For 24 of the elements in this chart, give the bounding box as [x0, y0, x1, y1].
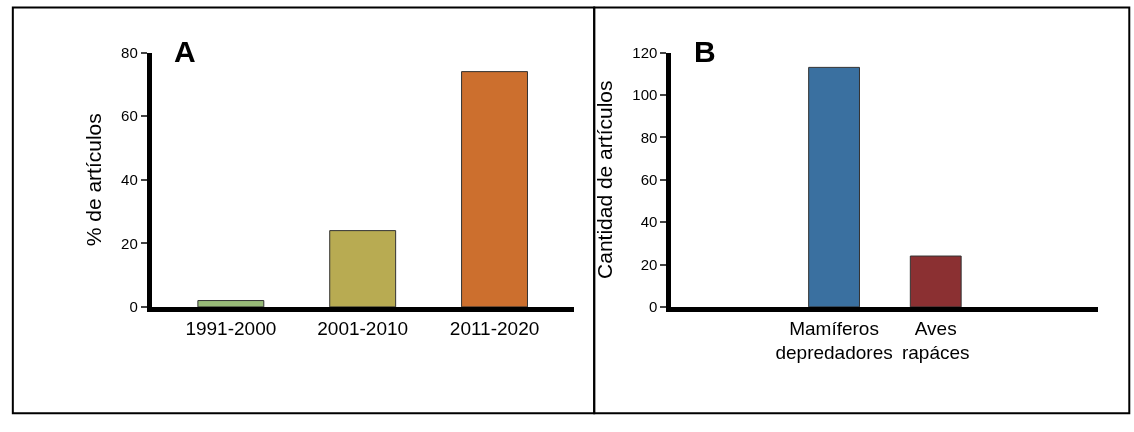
chart-title: B — [694, 35, 716, 68]
bar — [329, 230, 397, 307]
x-tick-label: Aves rapáces — [901, 317, 970, 364]
y-axis-title: Cantidad de artículos — [593, 80, 617, 279]
y-tick-label: 80 — [640, 128, 658, 146]
y-tick-label: 0 — [129, 298, 138, 316]
chart-title: A — [174, 35, 196, 68]
y-tick-label: 40 — [640, 213, 658, 231]
bar — [197, 300, 265, 307]
y-tick-label: 20 — [121, 234, 138, 252]
y-tick-label: 80 — [121, 43, 138, 61]
y-tick-label: 100 — [632, 86, 658, 104]
y-axis-title: % de artículos — [82, 113, 106, 247]
x-tick-label: Mamíferos depredadores — [775, 317, 893, 364]
x-tick-label: 2011-2020 — [449, 317, 540, 339]
y-tick-label: 60 — [121, 107, 138, 125]
y-tick-label: 120 — [632, 43, 658, 61]
y-tick-label: 60 — [640, 170, 658, 188]
x-tick-label: 1991-2000 — [185, 317, 277, 339]
y-tick-label: 40 — [121, 170, 138, 188]
y-tick-label: 20 — [640, 255, 658, 273]
bar — [461, 71, 528, 307]
y-tick-label: 0 — [649, 298, 658, 316]
x-tick-label: 2001-2010 — [317, 317, 409, 339]
